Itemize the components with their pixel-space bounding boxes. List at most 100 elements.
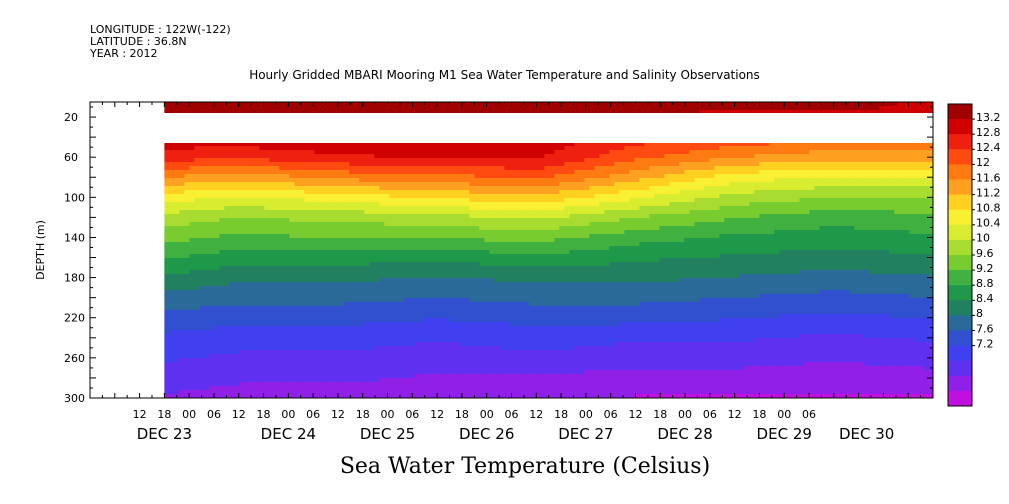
temperature-cell [279,366,285,371]
temperature-cell [359,338,365,343]
temperature-cell [279,174,285,179]
temperature-cell [454,258,460,263]
temperature-cell [449,158,455,163]
temperature-cell [384,250,390,255]
temperature-cell [199,178,205,183]
temperature-cell [229,354,235,359]
temperature-cell [374,286,380,291]
temperature-cell [264,278,270,283]
temperature-cell [239,370,245,375]
temperature-cell [254,342,260,347]
temperature-cell [329,278,335,283]
temperature-cell [444,358,450,363]
temperature-cell [499,210,505,215]
temperature-cell [454,202,460,207]
temperature-cell [464,250,470,255]
temperature-cell [294,366,300,371]
temperature-cell [384,338,390,343]
temperature-cell [184,350,190,355]
temperature-cell [459,250,465,255]
temperature-cell [234,326,240,331]
temperature-cell [444,162,450,167]
temperature-cell [229,174,235,179]
temperature-cell [284,242,290,247]
temperature-cell [254,154,260,159]
temperature-cell [389,190,395,195]
temperature-cell [234,322,240,327]
temperature-cell [209,294,215,299]
temperature-cell [379,166,385,171]
temperature-cell [399,242,405,247]
temperature-cell [244,382,250,387]
temperature-cell [379,374,385,379]
temperature-cell [199,194,205,199]
temperature-cell [209,242,215,247]
temperature-cell [279,362,285,367]
temperature-cell [239,322,245,327]
temperature-cell [314,346,320,351]
temperature-cell [234,182,240,187]
temperature-cell [339,214,345,219]
temperature-cell [304,178,310,183]
temperature-cell [339,110,345,115]
temperature-cell [224,374,230,379]
temperature-cell [379,394,385,398]
temperature-cell [409,154,415,159]
temperature-cell [354,110,360,115]
temperature-cell [319,290,325,295]
temperature-cell [174,210,180,215]
temperature-cell [454,386,460,391]
temperature-cell [409,362,415,367]
temperature-cell [284,238,290,243]
temperature-cell [254,274,260,279]
temperature-cell [399,250,405,255]
temperature-cell [249,146,255,151]
temperature-cell [489,250,495,255]
temperature-cell [189,166,195,171]
temperature-cell [499,142,505,147]
temperature-cell [224,286,230,291]
temperature-cell [169,330,175,335]
temperature-cell [229,230,235,235]
temperature-cell [489,218,495,223]
temperature-cell [269,274,275,279]
temperature-cell [489,238,495,243]
temperature-cell [259,286,265,291]
temperature-cell [464,242,470,247]
temperature-cell [169,246,175,251]
temperature-cell [224,386,230,391]
temperature-cell [389,250,395,255]
temperature-cell [234,350,240,355]
temperature-cell [209,302,215,307]
temperature-cell [304,350,310,355]
temperature-cell [254,166,260,171]
temperature-cell [164,170,170,175]
temperature-cell [304,214,310,219]
temperature-cell [329,266,335,271]
temperature-cell [404,334,410,339]
temperature-cell [439,338,445,343]
temperature-cell [224,198,230,203]
temperature-cell [209,314,215,319]
temperature-cell [474,322,480,327]
temperature-cell [349,246,355,251]
temperature-cell [469,266,475,271]
temperature-cell [314,222,320,227]
temperature-cell [354,198,360,203]
temperature-cell [429,166,435,171]
temperature-cell [489,270,495,275]
temperature-cell [329,362,335,367]
temperature-cell [204,294,210,299]
temperature-cell [354,266,360,271]
temperature-cell [364,194,370,199]
temperature-cell [384,270,390,275]
temperature-cell [404,182,410,187]
temperature-cell [304,238,310,243]
temperature-cell [249,358,255,363]
temperature-cell [384,194,390,199]
temperature-cell [414,298,420,303]
temperature-cell [189,230,195,235]
temperature-cell [294,302,300,307]
temperature-cell [234,390,240,395]
temperature-cell [309,326,315,331]
